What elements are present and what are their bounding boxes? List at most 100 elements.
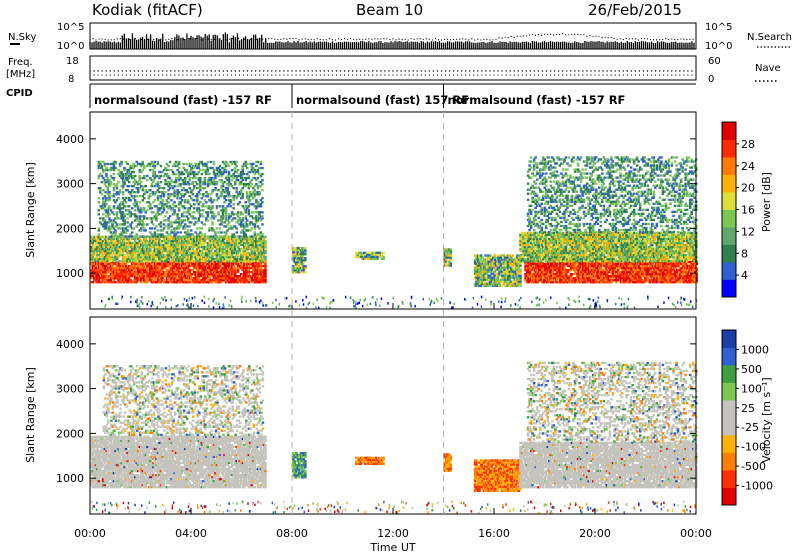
freq-point bbox=[400, 70, 402, 72]
range-gate-cell bbox=[171, 241, 175, 245]
range-gate-cell bbox=[211, 201, 214, 204]
range-gate-cell bbox=[165, 201, 169, 204]
freq-point bbox=[404, 70, 406, 72]
range-gate-cell bbox=[106, 245, 110, 249]
range-gate-cell bbox=[217, 213, 220, 216]
nave-point bbox=[279, 74, 281, 76]
range-gate-cell bbox=[171, 266, 175, 270]
range-gate-cell bbox=[143, 184, 146, 188]
range-gate-cell bbox=[124, 272, 128, 276]
range-gate-cell bbox=[91, 243, 95, 247]
range-gate-cell bbox=[118, 164, 122, 168]
range-gate-cell bbox=[253, 193, 257, 196]
range-gate-cell bbox=[159, 213, 163, 216]
range-gate-cell bbox=[167, 268, 170, 272]
range-gate-cell bbox=[232, 274, 235, 278]
range-gate-cell bbox=[211, 166, 214, 170]
range-gate-cell bbox=[223, 259, 226, 263]
range-gate-cell bbox=[179, 241, 182, 245]
range-gate-cell bbox=[235, 253, 238, 257]
range-gate-cell bbox=[121, 231, 125, 234]
range-gate-cell bbox=[111, 195, 114, 198]
range-gate-cell bbox=[143, 268, 146, 272]
range-gate-cell bbox=[250, 221, 254, 224]
range-gate-cell bbox=[143, 243, 146, 247]
range-gate-cell bbox=[226, 249, 229, 253]
range-gate-cell bbox=[168, 237, 172, 241]
range-gate-cell bbox=[185, 215, 188, 218]
range-gate-cell bbox=[108, 180, 111, 184]
range-gate-cell bbox=[138, 270, 141, 274]
range-gate-cell bbox=[189, 264, 193, 268]
range-gate-cell bbox=[152, 164, 155, 168]
range-gate-cell bbox=[141, 186, 145, 190]
range-gate-cell bbox=[165, 203, 169, 206]
range-gate-cell bbox=[217, 272, 220, 276]
range-gate-cell bbox=[108, 247, 111, 251]
range-gate-cell bbox=[261, 241, 264, 245]
range-gate-cell bbox=[199, 264, 202, 268]
range-gate-cell bbox=[218, 281, 222, 284]
range-gate-cell bbox=[117, 260, 120, 264]
range-gate-cell bbox=[120, 184, 123, 188]
range-gate-cell bbox=[165, 243, 169, 247]
freq-point bbox=[275, 70, 277, 72]
range-gate-cell bbox=[200, 239, 204, 243]
range-gate-cell bbox=[262, 268, 266, 272]
range-gate-cell bbox=[253, 217, 257, 220]
range-gate-cell bbox=[139, 180, 143, 184]
range-gate-cell bbox=[293, 261, 297, 264]
range-gate-cell bbox=[167, 235, 170, 239]
range-gate-cell bbox=[147, 247, 151, 251]
range-gate-cell bbox=[236, 276, 240, 280]
range-gate-cell bbox=[162, 186, 166, 190]
range-gate-cell bbox=[258, 166, 261, 170]
range-gate-cell bbox=[217, 243, 220, 247]
range-gate-cell bbox=[102, 219, 105, 222]
range-gate-cell bbox=[206, 281, 210, 284]
range-gate-cell bbox=[121, 257, 125, 261]
range-gate-cell bbox=[232, 251, 235, 255]
range-gate-cell bbox=[121, 274, 125, 278]
range-gate-cell bbox=[136, 264, 140, 268]
range-gate-cell bbox=[301, 255, 304, 258]
range-gate-cell bbox=[239, 197, 243, 200]
range-gate-cell bbox=[478, 276, 481, 279]
range-gate-cell bbox=[124, 247, 128, 251]
nave-point bbox=[339, 74, 342, 76]
range-gate-cell bbox=[376, 253, 379, 257]
range-gate-cell bbox=[121, 253, 125, 257]
nsearch-point bbox=[531, 33, 533, 36]
range-gate-cell bbox=[212, 270, 216, 274]
range-gate-cell bbox=[146, 217, 149, 220]
range-gate-cell bbox=[241, 168, 244, 172]
freq-point bbox=[614, 70, 616, 72]
range-gate-cell bbox=[108, 225, 111, 228]
range-gate-cell bbox=[183, 251, 187, 255]
range-gate-cell bbox=[196, 195, 199, 198]
range-gate-cell bbox=[203, 223, 207, 226]
range-gate-cell bbox=[155, 215, 158, 218]
range-gate-cell bbox=[173, 231, 176, 234]
range-gate-cell bbox=[108, 193, 111, 196]
range-gate-cell bbox=[161, 193, 164, 196]
range-gate-cell bbox=[136, 245, 140, 249]
range-gate-cell bbox=[118, 262, 122, 266]
range-gate-cell bbox=[106, 227, 110, 230]
range-gate-cell bbox=[476, 272, 480, 275]
range-gate-cell bbox=[200, 251, 204, 255]
range-gate-cell bbox=[177, 257, 181, 261]
range-gate-cell bbox=[208, 268, 211, 272]
range-gate-cell bbox=[224, 272, 228, 276]
range-gate-cell bbox=[138, 235, 141, 238]
range-gate-cell bbox=[170, 199, 173, 202]
range-gate-cell bbox=[183, 274, 187, 278]
range-gate-cell bbox=[94, 247, 98, 251]
range-gate-cell bbox=[189, 189, 193, 192]
range-gate-cell bbox=[221, 259, 225, 263]
range-gate-cell bbox=[445, 258, 448, 261]
range-gate-cell bbox=[197, 270, 201, 274]
freq-point bbox=[210, 70, 212, 72]
nave-point bbox=[432, 74, 434, 76]
nsearch-point bbox=[559, 33, 561, 36]
